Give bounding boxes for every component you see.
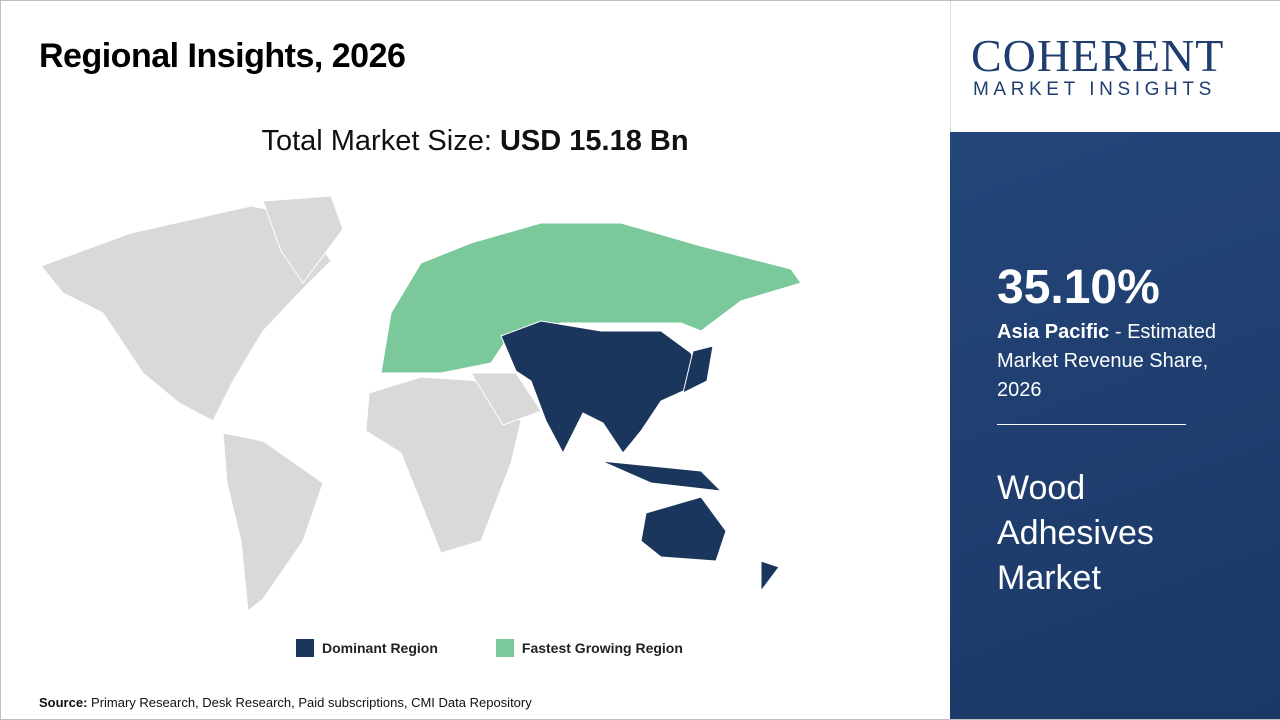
share-description: Asia Pacific - Estimated Market Revenue … [997, 318, 1247, 405]
north-america [40, 205, 332, 422]
legend: Dominant Region Fastest Growing Region [296, 639, 683, 657]
japan [682, 345, 714, 394]
market-size-value: USD 15.18 Bn [499, 125, 689, 157]
source: Source: Primary Research, Desk Research,… [39, 695, 532, 710]
sidebar: COHERENT MARKET INSIGHTS 35.10% Asia Pac… [950, 1, 1280, 719]
logo: COHERENT MARKET INSIGHTS [950, 1, 1280, 132]
asia-mainland [500, 320, 702, 455]
middle-east [470, 372, 542, 426]
australia [640, 496, 727, 562]
new-zealand [760, 560, 780, 593]
logo-name: COHERENT [971, 30, 1225, 81]
legend-swatch [495, 639, 514, 657]
legend-label: Dominant Region [322, 640, 438, 656]
region-name: Asia Pacific [997, 321, 1110, 343]
world-map [40, 195, 802, 612]
south-america [222, 432, 324, 612]
description-text: - Estimated Market Revenue Share, 2026 [997, 321, 1217, 401]
logo-tagline: MARKET INSIGHTS [973, 79, 1216, 100]
share-value: 35.10% [997, 261, 1160, 314]
greenland [262, 195, 344, 284]
legend-label: Fastest Growing Region [521, 640, 683, 656]
source-text: Primary Research, Desk Research, Paid su… [91, 695, 532, 710]
legend-swatch [296, 639, 314, 657]
legend-item: Fastest Growing Region [495, 639, 683, 657]
source-label: Source: [39, 695, 88, 710]
divider [997, 424, 1186, 425]
market-size-label: Total Market Size: [261, 125, 492, 157]
africa [365, 376, 522, 554]
market-name: Wood Adhesives Market [997, 469, 1154, 597]
title: Regional Insights, 2026 [39, 37, 406, 75]
indonesia [600, 460, 723, 492]
info-panel: 35.10% Asia Pacific - Estimated Market R… [950, 132, 1280, 719]
market-size: Total Market Size: USD 15.18 Bn [1, 125, 949, 158]
legend-item: Dominant Region [296, 639, 438, 657]
